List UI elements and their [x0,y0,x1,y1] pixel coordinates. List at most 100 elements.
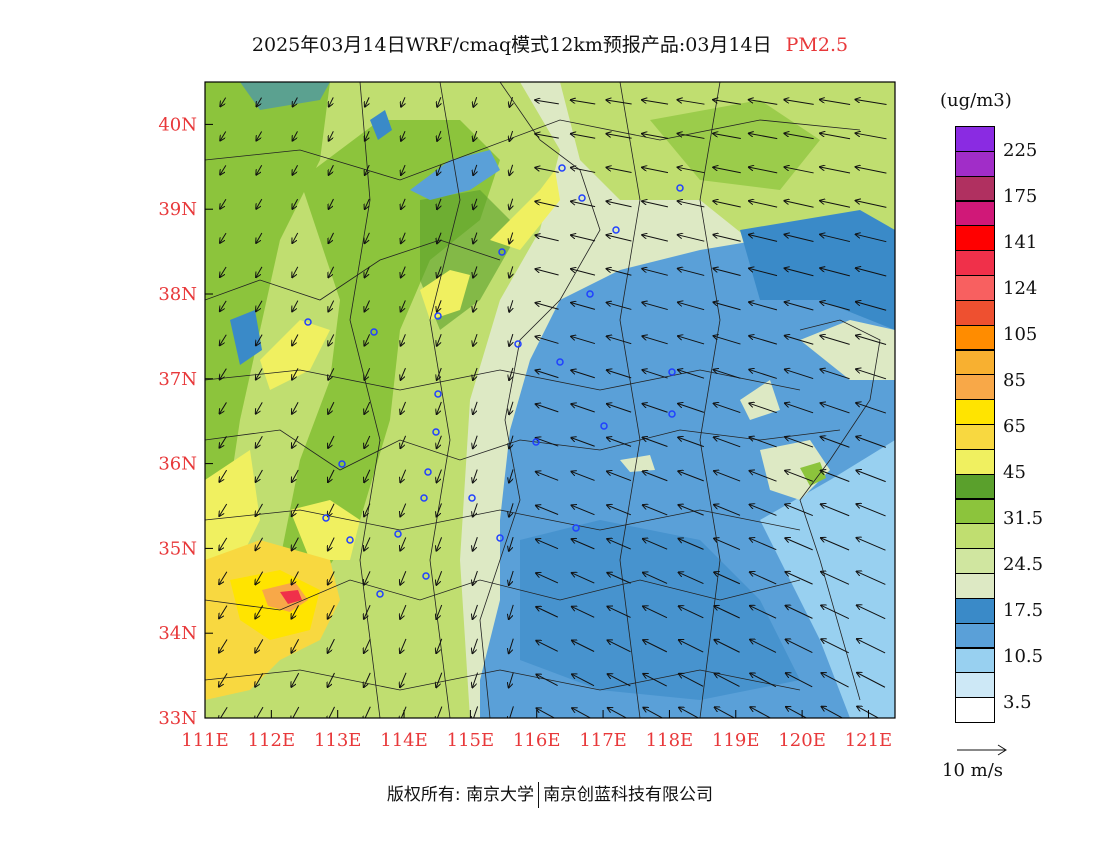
wind-arrow [400,638,407,653]
wind-arrow [678,404,705,413]
wind-arrow [821,673,849,688]
wind-arrow [400,469,407,483]
wind-arrow [328,435,335,448]
legend-swatch [955,672,995,699]
wind-arrow [713,100,741,105]
wind-arrow [857,605,886,620]
wind-arrow [364,706,371,718]
x-tick-label: 118E [646,730,694,751]
city-marker [600,422,608,430]
wind-arrow [400,571,407,585]
wind-arrow [643,471,668,482]
wind-arrow [219,503,228,516]
wind-arrow [219,673,228,686]
wind-arrow [821,605,850,619]
wind-arrow [220,334,227,346]
wind-arrow [436,706,443,718]
wind-arrow [749,235,778,242]
wind-arrow [856,437,886,448]
wind-arrow [509,435,514,449]
city-marker [434,312,442,320]
wind-arrow [750,505,777,516]
wind-arrow [749,302,778,311]
legend-swatch [955,399,995,425]
wind-arrow [401,266,406,278]
city-marker [394,530,402,538]
wind-arrow [820,100,851,105]
wind-arrow [256,435,263,448]
wind-arrow [607,505,632,516]
wind-arrow [607,201,632,208]
x-tick-label: 120E [778,730,826,751]
wind-arrow [473,604,478,619]
wind-arrow [749,336,778,345]
org-nju: 南京大学 [466,785,535,805]
wind-arrow [365,198,370,209]
wind-arrow [856,504,886,517]
city-marker [572,524,580,532]
wind-arrow [785,471,814,482]
wind-arrow [401,198,406,209]
wind-arrow [536,506,559,515]
wind-arrow [219,605,228,619]
wind-reference-label: 10 m/s [942,760,1003,781]
wind-arrow [571,336,596,345]
wind-vectors [219,97,887,718]
wind-arrow [256,266,263,277]
wind-arrow [856,167,887,174]
city-marker [532,438,540,446]
legend-label: 225 [1003,140,1038,161]
wind-arrow [535,269,559,276]
legend-label: 105 [1003,324,1038,345]
wind-arrow [292,198,299,209]
city-marker [434,390,442,398]
x-tick-label: 121E [845,730,893,751]
wind-arrow [572,539,595,550]
wind-arrow [401,232,406,244]
wind-arrow [714,403,741,414]
wind-arrow [436,537,443,550]
wind-arrow [220,131,227,141]
concentration-field [205,82,895,718]
wind-arrow [642,370,668,379]
wind-arrow [642,336,668,345]
wind-arrow [328,503,335,517]
wind-arrow [365,164,370,175]
wind-arrow [856,403,887,414]
wind-arrow [536,607,559,618]
y-tick-label: 33N [158,708,197,729]
wind-arrow [678,505,704,516]
wind-arrow [535,134,559,139]
wind-arrow [607,370,632,379]
city-markers [304,164,684,598]
city-marker [432,428,440,436]
wind-arrow [291,706,300,718]
wind-arrow [400,672,407,687]
wind-arrow [364,334,371,345]
wind-arrow [364,300,370,311]
wind-arrow [436,672,443,688]
city-marker [578,194,586,202]
wind-arrow [220,300,227,311]
wind-arrow [572,505,595,516]
wind-arrow [437,130,441,141]
wind-arrow [822,707,844,718]
wind-arrow [642,269,668,276]
wind-arrow [365,131,370,141]
wind-arrow [293,131,298,140]
wind-arrow [292,537,299,551]
wind-arrow [509,130,512,141]
wind-arrow [678,235,705,242]
wind-arrow [785,538,813,551]
wind-arrow [678,269,705,276]
city-marker [338,460,346,468]
wind-arrow [571,370,595,379]
wind-arrow [856,369,887,380]
wind-arrow [821,437,850,448]
legend-label: 24.5 [1003,554,1044,575]
legend-swatch [955,225,995,252]
wind-arrow [607,607,631,618]
legend-label: 175 [1003,186,1038,207]
wind-arrow [401,334,406,345]
